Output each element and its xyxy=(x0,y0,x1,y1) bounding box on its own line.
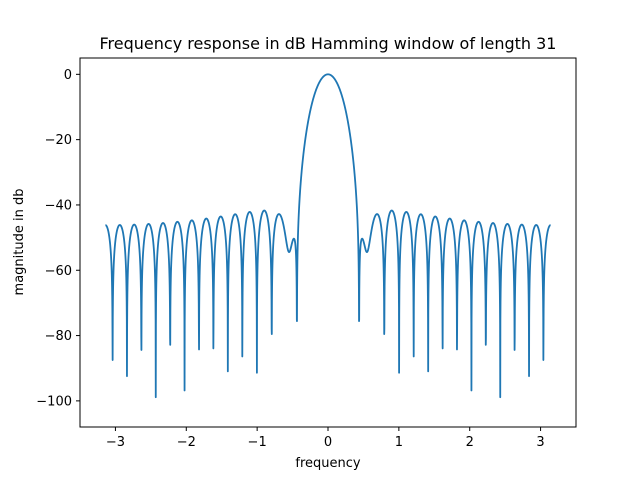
y-tick-label: −100 xyxy=(36,394,72,409)
y-axis-ticks: 0 −20 −40 −60 −80 −100 xyxy=(36,68,80,409)
y-tick-label: −20 xyxy=(45,133,72,148)
y-tick-label: −40 xyxy=(45,198,72,213)
x-axis-label: frequency xyxy=(295,456,361,471)
y-axis-label: magnitude in db xyxy=(12,189,27,296)
y-tick-label: −80 xyxy=(45,329,72,344)
series-line-hamming-response xyxy=(104,73,552,399)
axes-frame xyxy=(79,57,577,428)
y-tick-label: 0 xyxy=(64,68,72,83)
x-tick-label: 0 xyxy=(324,435,332,450)
x-tick-label: −3 xyxy=(106,435,125,450)
x-tick-label: 3 xyxy=(536,435,544,450)
x-tick-label: −2 xyxy=(177,435,196,450)
x-tick-label: 2 xyxy=(466,435,474,450)
x-tick-label: 1 xyxy=(395,435,403,450)
x-axis-ticks: −3 −2 −1 0 1 2 3 xyxy=(106,427,545,450)
plot-area xyxy=(104,73,552,399)
y-tick-label: −60 xyxy=(45,264,72,279)
x-tick-label: −1 xyxy=(248,435,267,450)
chart-title: Frequency response in dB Hamming window … xyxy=(100,34,557,53)
